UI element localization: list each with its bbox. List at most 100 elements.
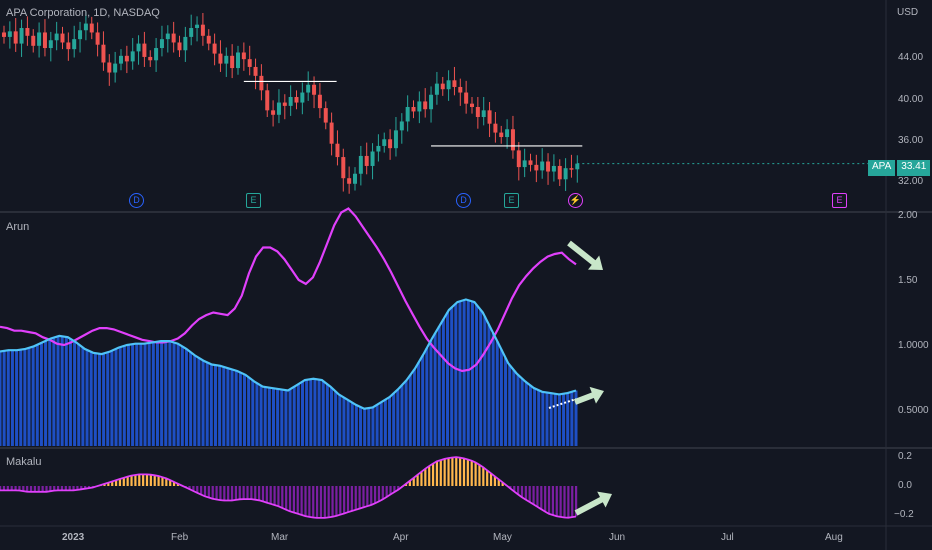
arun-hist-bar [209,364,213,446]
candle-body [212,43,217,54]
makalu-hist-bar [215,486,218,500]
makalu-tick-0-2: 0.2 [898,451,912,462]
arun-hist-bar [446,312,450,446]
dividend-event-icon[interactable]: D [129,193,144,208]
arun-hist-bar [562,393,566,446]
arun-hist-bar [64,336,68,446]
candle-body [241,52,246,60]
arun-hist-bar [520,378,524,446]
arun-hist-bar [450,307,454,446]
arun-hist-bar [379,402,383,446]
makalu-hist-bar [571,486,574,518]
candle-body [423,101,428,110]
earnings-upcoming-event-icon[interactable]: E [832,193,847,208]
arun-hist-bar [553,393,557,446]
arun-hist-bar [81,347,85,446]
arun-hist-bar [429,340,433,446]
makalu-hist-bar [350,486,353,512]
arun-hist-bar [284,390,288,446]
dividend-event-icon[interactable]: D [456,193,471,208]
split-event-icon[interactable]: ⚡ [568,193,583,208]
candle-body [522,160,527,168]
makalu-hist-bar [381,486,384,500]
candle-body [569,168,574,170]
arrow-shape [573,386,604,405]
arun-hist-bar [396,389,400,446]
makalu-hist-bar [497,479,500,486]
candle-body [317,94,322,109]
arun-hist-bar [533,388,537,446]
makalu-hist-bar [343,486,346,514]
makalu-hist-bar [230,486,234,501]
candle-body [347,178,352,184]
arun-hist-bar [334,391,338,446]
candle-body [505,129,510,138]
candle-body [54,33,59,41]
makalu-hist-bar [335,486,338,516]
makalu-hist-bar [532,486,535,505]
candle-body [411,107,416,112]
arun-hist-bar [566,393,570,446]
arun-hist-bar [234,370,238,446]
arun-hist-bar [110,350,114,446]
makalu-hist-bar [157,476,160,486]
makalu-hist-bar [489,473,493,486]
arun-hist-bar [155,341,159,446]
makalu-hist-bar [207,486,210,498]
arun-hist-bar [541,391,545,446]
candle-body [540,161,545,171]
arun-hist-bar [242,374,246,446]
arun-hist-bar [342,397,346,446]
arun-hist-bar [131,344,135,446]
candle-body [417,101,422,112]
candle-body [458,86,463,93]
earnings-event-icon[interactable]: E [504,193,519,208]
arun-hist-bar [226,368,230,446]
makalu-hist-bar [103,483,106,486]
makalu-hist-bar [513,486,516,492]
makalu-hist-bar [536,486,539,507]
makalu-hist-bar [56,486,60,491]
arun-hist-bar [508,364,512,446]
arun-hist-bar [102,353,106,446]
arun-hist-bar [495,341,499,446]
arun-hist-bar [325,384,329,446]
arun-hist-bar [346,400,350,446]
makalu-hist-bar [563,486,566,518]
candle-body [516,150,521,168]
candle-body [259,75,264,91]
arun-hist-bar [247,377,251,446]
arun-hist-bar [106,352,110,446]
arun-hist-bar [135,343,139,446]
arun-hist-bar [39,342,43,446]
makalu-hist-bar [393,486,396,493]
arun-hist-bar [2,350,6,446]
candle-body [224,55,229,64]
makalu-hist-bar [273,486,276,505]
arun-hist-bar [176,343,180,446]
arun-hist-bar [454,303,458,446]
earnings-event-icon[interactable]: E [246,193,261,208]
time-label-2023: 2023 [62,532,85,543]
arun-hist-bar [317,379,321,446]
arun-hist-bar [537,390,541,446]
makalu-hist-bar [431,463,435,486]
arun-hist-bar [350,402,354,446]
candle-body [189,28,194,37]
arun-hist-bar [375,404,379,446]
makalu-hist-bar [362,486,365,508]
makalu-hist-bar [37,486,40,492]
makalu-hist-bar [87,486,91,489]
arun-hist-bar [151,342,155,446]
arun-hist-bar [180,346,184,446]
candle-body [177,42,182,51]
makalu-hist-bar [439,460,442,486]
candle-body [195,24,200,29]
arun-hist-bar [330,387,334,446]
candle-body [119,55,123,64]
arun-hist-bar [77,344,81,446]
makalu-hist-bar [14,486,17,491]
candle-body [25,28,30,36]
makalu-hist-bar [107,482,110,486]
makalu-hist-bar [459,457,462,486]
